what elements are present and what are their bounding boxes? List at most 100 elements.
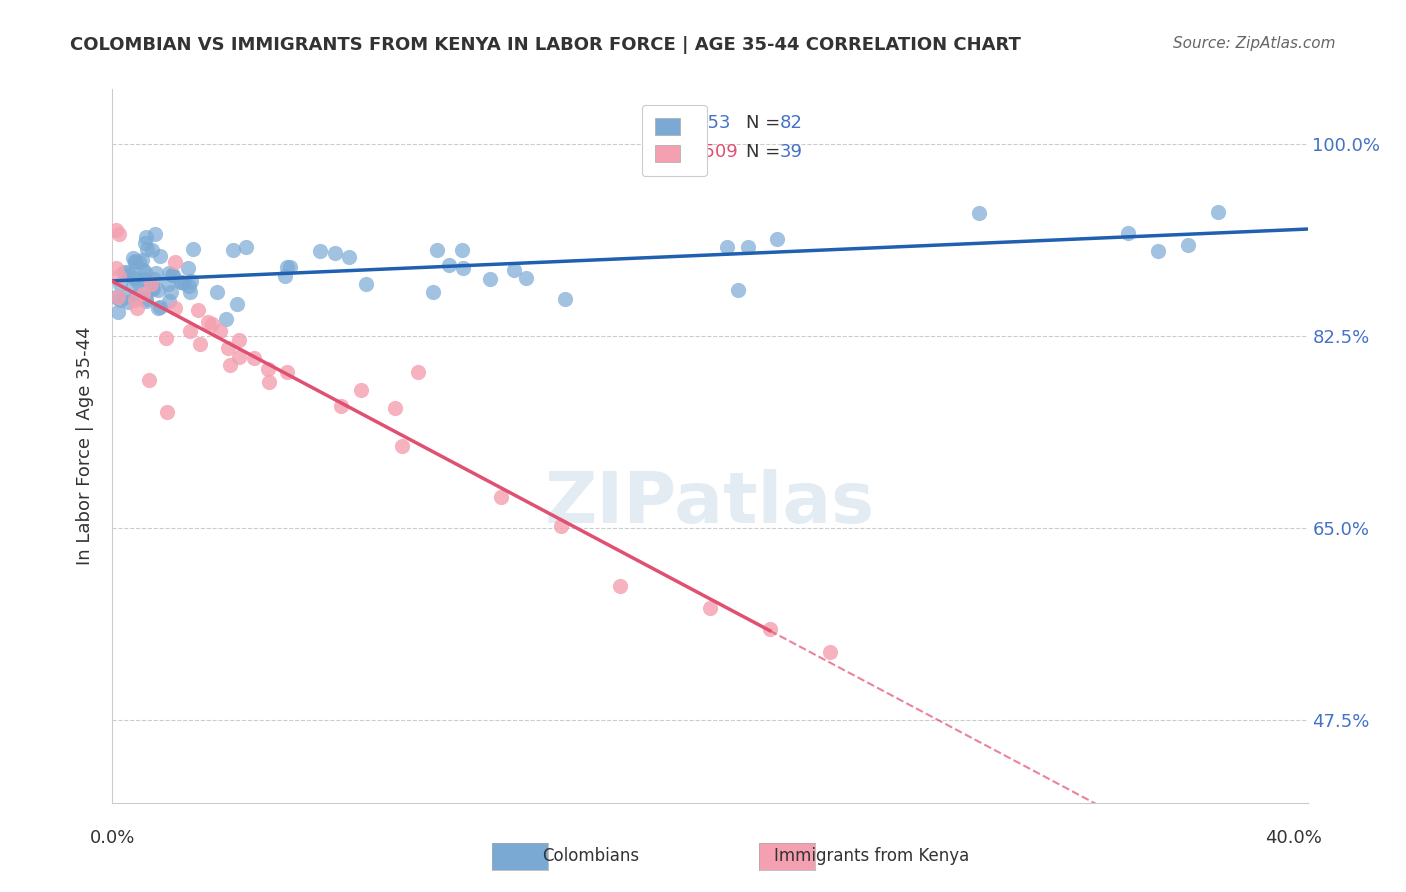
Point — [105, 260, 128, 275]
Point — [515, 271, 537, 285]
Point — [1177, 237, 1199, 252]
Point — [146, 283, 169, 297]
Point — [170, 275, 193, 289]
Point — [145, 266, 167, 280]
Point — [226, 297, 249, 311]
Text: 0.353: 0.353 — [681, 114, 731, 132]
Point — [818, 645, 841, 659]
Point — [181, 242, 204, 256]
Point — [228, 351, 250, 365]
Point — [128, 254, 150, 268]
Point — [453, 261, 475, 276]
Point — [160, 285, 183, 299]
Point — [214, 311, 236, 326]
Point — [177, 278, 200, 293]
Point — [222, 243, 245, 257]
Point — [201, 317, 224, 331]
Point — [105, 223, 128, 237]
Text: 0.0%: 0.0% — [90, 830, 135, 847]
Point — [127, 291, 149, 305]
Point — [108, 227, 131, 241]
Point — [350, 383, 373, 397]
Point — [160, 268, 183, 283]
Point — [190, 337, 212, 351]
Point — [257, 375, 280, 389]
Point — [157, 294, 180, 309]
Point — [117, 265, 139, 279]
Point — [141, 243, 163, 257]
Point — [177, 260, 200, 275]
Point — [384, 401, 406, 416]
Point — [135, 230, 157, 244]
Point — [1118, 227, 1140, 241]
Point — [170, 275, 193, 289]
Point — [155, 331, 177, 345]
Point — [1147, 244, 1170, 258]
Point — [121, 278, 143, 293]
Point — [280, 260, 302, 274]
Text: N =: N = — [747, 114, 786, 132]
Point — [274, 269, 297, 284]
Text: N =: N = — [747, 143, 786, 161]
Text: Source: ZipAtlas.com: Source: ZipAtlas.com — [1173, 36, 1336, 51]
Point — [450, 243, 472, 257]
Point — [132, 286, 155, 301]
Y-axis label: In Labor Force | Age 35-44: In Labor Force | Age 35-44 — [76, 326, 94, 566]
Point — [163, 254, 186, 268]
Point — [118, 268, 141, 282]
Point — [127, 275, 149, 289]
Point — [107, 304, 129, 318]
Point — [122, 251, 145, 265]
Point — [609, 579, 631, 593]
Point — [228, 333, 250, 347]
Point — [112, 265, 135, 279]
Point — [107, 269, 129, 284]
Point — [1206, 205, 1229, 219]
Point — [217, 342, 239, 356]
Point — [142, 282, 165, 296]
Point — [124, 255, 146, 269]
Point — [330, 399, 353, 413]
Point — [716, 240, 738, 254]
Point — [131, 253, 153, 268]
Point — [209, 324, 232, 338]
Point — [437, 258, 460, 272]
Point — [197, 315, 219, 329]
Point — [759, 622, 782, 636]
Point — [337, 250, 360, 264]
Point — [391, 440, 413, 454]
Point — [136, 242, 159, 256]
Text: R =: R = — [644, 114, 683, 132]
Point — [134, 264, 156, 278]
Point — [737, 239, 759, 253]
Point — [132, 263, 155, 277]
Point — [426, 243, 449, 257]
Text: 40.0%: 40.0% — [1265, 830, 1322, 847]
Point — [276, 366, 298, 380]
Point — [134, 236, 156, 251]
Point — [179, 285, 201, 300]
Point — [143, 227, 166, 241]
Point — [135, 293, 157, 308]
Point — [163, 301, 186, 315]
Point — [107, 290, 129, 304]
Point — [235, 240, 257, 254]
Point — [276, 260, 298, 275]
Point — [135, 283, 157, 297]
Point — [124, 293, 146, 308]
Point — [354, 277, 377, 291]
Point — [699, 601, 721, 615]
Text: 39: 39 — [779, 143, 803, 161]
Point — [179, 274, 201, 288]
Text: ZIPatlas: ZIPatlas — [546, 468, 875, 538]
Point — [135, 292, 157, 306]
Text: Immigrants from Kenya: Immigrants from Kenya — [775, 847, 969, 865]
Point — [124, 253, 146, 268]
Point — [125, 289, 148, 303]
Point — [122, 271, 145, 285]
Point — [219, 358, 242, 372]
Point — [554, 292, 576, 306]
Text: R =: R = — [644, 143, 683, 161]
Point — [727, 283, 749, 297]
Text: -0.509: -0.509 — [681, 143, 738, 161]
